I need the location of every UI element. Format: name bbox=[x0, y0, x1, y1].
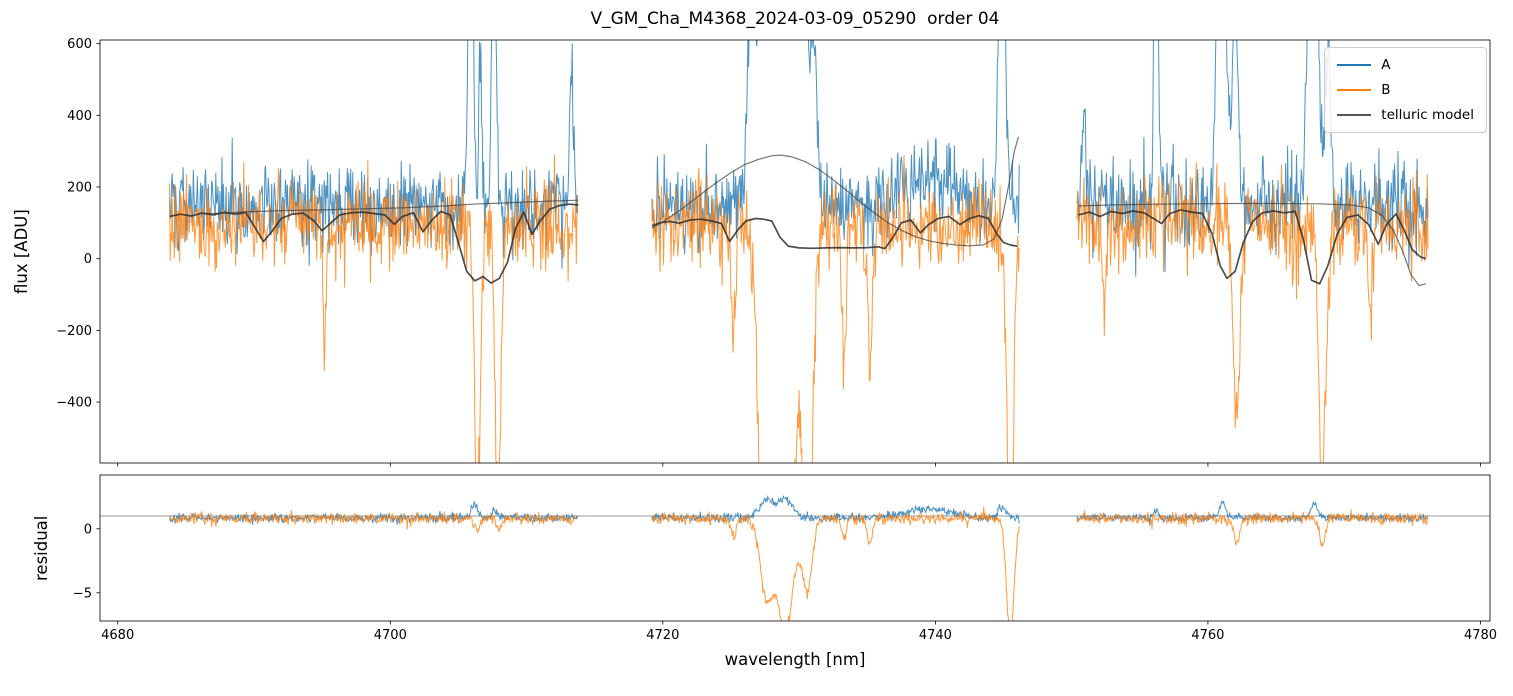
x-tick-label: 4760 bbox=[1191, 628, 1224, 643]
y-tick-label: 600 bbox=[67, 37, 92, 52]
series-B-residual bbox=[169, 506, 1429, 621]
y-tick-label: −5 bbox=[73, 586, 92, 601]
series-telluric-model-continuum-seg3 bbox=[1078, 202, 1427, 287]
legend-label-telluric-model: telluric model bbox=[1381, 107, 1474, 123]
legend-label-a: A bbox=[1381, 57, 1391, 73]
series-telluric-model-template-seg1 bbox=[169, 203, 579, 284]
series-telluric-model-continuum-seg1 bbox=[206, 199, 579, 215]
x-tick-label: 4740 bbox=[919, 628, 952, 643]
x-tick-label: 4680 bbox=[101, 628, 134, 643]
x-tick-label: 4720 bbox=[646, 628, 679, 643]
legend-entry-b: B bbox=[1337, 82, 1474, 98]
residual-plot-area bbox=[100, 494, 1490, 621]
y-tick-label: −200 bbox=[56, 324, 92, 339]
legend-line-sample-telluric-model bbox=[1337, 114, 1372, 116]
legend-line-sample-a bbox=[1337, 64, 1372, 66]
y-tick-label: 0 bbox=[84, 522, 92, 537]
y-tick-label: 200 bbox=[67, 181, 92, 196]
residual-axes-border bbox=[99, 474, 1491, 622]
x-tick-label: 4780 bbox=[1464, 628, 1497, 643]
series-telluric-model-continuum-seg2 bbox=[651, 136, 1020, 247]
series-A-residual bbox=[169, 494, 1429, 526]
legend-entry-a: A bbox=[1337, 57, 1474, 73]
flux-axes-border bbox=[99, 39, 1491, 464]
series-telluric-model-template-seg2 bbox=[651, 214, 1018, 250]
x-tick-label: 4700 bbox=[374, 628, 407, 643]
y-tick-label: −400 bbox=[56, 396, 92, 411]
legend: A B telluric model bbox=[1324, 47, 1487, 133]
legend-entry-telluric-model: telluric model bbox=[1337, 107, 1474, 123]
series-telluric-model-template-seg3 bbox=[1078, 209, 1427, 285]
flux-plot-area bbox=[169, 40, 1429, 463]
legend-label-b: B bbox=[1381, 82, 1391, 98]
y-tick-label: 0 bbox=[84, 252, 92, 267]
legend-line-sample-b bbox=[1337, 89, 1372, 91]
series-B bbox=[169, 154, 1429, 463]
chart-title: V_GM_Cha_M4368_2024-03-09_05290 order 04 bbox=[590, 9, 1000, 29]
y-tick-label: 400 bbox=[67, 109, 92, 124]
x-axis-label: wavelength [nm] bbox=[724, 650, 866, 669]
